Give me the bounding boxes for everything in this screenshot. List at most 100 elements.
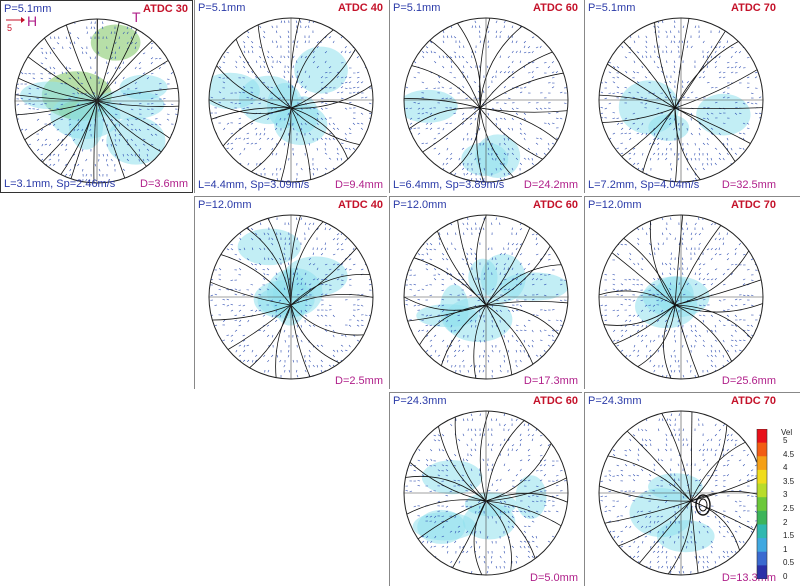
legend-tick: 3 <box>783 490 788 500</box>
velocity-vector <box>495 70 497 74</box>
velocity-vector <box>430 458 433 462</box>
velocity-vector <box>316 45 319 49</box>
velocity-vector <box>646 232 648 236</box>
velocity-vector <box>446 319 449 323</box>
velocity-vector <box>656 319 660 322</box>
velocity-vector <box>694 540 697 544</box>
velocity-vector <box>750 294 754 297</box>
velocity-vector <box>441 278 445 281</box>
velocity-vector <box>340 263 344 266</box>
velocity-vector <box>467 369 469 373</box>
velocity-vector <box>657 142 660 146</box>
velocity-vector <box>446 20 449 24</box>
velocity-vector <box>266 56 270 59</box>
velocity-vector <box>531 162 534 166</box>
velocity-vector <box>543 369 546 372</box>
velocity-vector <box>98 168 101 172</box>
velocity-vector <box>425 565 429 568</box>
velocity-vector <box>52 153 56 156</box>
velocity-vector <box>226 248 230 251</box>
velocity-vector <box>234 364 238 367</box>
velocity-vector <box>523 278 527 281</box>
velocity-vector <box>726 147 729 151</box>
velocity-vector <box>762 172 763 176</box>
velocity-vector <box>625 222 628 226</box>
velocity-vector <box>628 21 632 24</box>
velocity-vector <box>254 359 258 362</box>
velocity-vector <box>738 132 742 134</box>
velocity-vector <box>730 560 733 564</box>
velocity-vector <box>503 359 506 363</box>
velocity-vector <box>230 279 234 281</box>
flow-field-group <box>404 18 568 182</box>
velocity-vector <box>734 152 738 155</box>
velocity-vector <box>648 81 652 84</box>
velocity-vector <box>600 570 604 573</box>
velocity-vector <box>600 107 604 109</box>
velocity-vector <box>551 35 554 39</box>
velocity-vector <box>624 117 628 120</box>
velocity-vector <box>600 425 604 427</box>
velocity-vector <box>539 215 543 216</box>
velocity-vector <box>642 540 644 544</box>
streamline <box>290 26 338 109</box>
velocity-vector <box>600 525 604 528</box>
velocity-vector <box>404 555 405 558</box>
velocity-vector <box>304 369 307 373</box>
panel-p12-atdc60: P=12.0mm ATDC 60 D=17.3mm <box>389 196 582 389</box>
velocity-vector <box>242 107 246 110</box>
velocity-vector <box>470 324 473 328</box>
velocity-vector <box>710 448 712 452</box>
velocity-vector <box>648 142 652 145</box>
velocity-vector <box>648 243 652 246</box>
velocity-vector <box>690 247 693 251</box>
velocity-vector <box>686 227 689 231</box>
velocity-vector <box>746 453 749 457</box>
velocity-vector <box>438 217 441 221</box>
velocity-vector <box>519 162 522 165</box>
velocity-vector <box>413 304 417 307</box>
velocity-vector <box>469 117 473 120</box>
velocity-vector <box>340 97 344 100</box>
velocity-vector <box>20 158 24 161</box>
velocity-vector <box>503 172 506 176</box>
velocity-vector <box>511 117 514 121</box>
velocity-vector <box>511 525 514 528</box>
velocity-vector <box>247 30 250 34</box>
velocity-vector <box>368 61 372 64</box>
velocity-vector <box>762 284 763 287</box>
velocity-vector <box>300 122 303 126</box>
velocity-vector <box>714 162 717 166</box>
velocity-vector <box>555 142 559 144</box>
velocity-vector <box>417 289 421 291</box>
velocity-vector <box>259 247 262 251</box>
velocity-vector <box>324 217 327 221</box>
velocity-vector <box>223 127 226 131</box>
velocity-vector <box>364 25 367 29</box>
velocity-vector <box>223 349 226 353</box>
velocity-vector <box>404 41 405 44</box>
velocity-vector <box>267 70 270 74</box>
velocity-vector <box>702 76 706 79</box>
velocity-vector <box>134 81 137 85</box>
velocity-vector <box>15 36 16 40</box>
velocity-vector <box>543 463 546 467</box>
velocity-vector <box>722 324 726 326</box>
velocity-vector <box>258 329 262 332</box>
velocity-vector <box>234 288 238 291</box>
velocity-vector <box>673 40 676 44</box>
velocity-vector <box>555 550 559 553</box>
velocity-vector <box>360 167 363 171</box>
velocity-vector <box>710 132 714 135</box>
velocity-vector <box>673 60 676 64</box>
velocity-vector <box>511 545 514 548</box>
velocity-vector <box>551 122 555 124</box>
velocity-vector <box>507 309 511 312</box>
velocity-vector <box>637 237 640 241</box>
velocity-vector <box>511 215 514 216</box>
velocity-vector <box>454 530 457 534</box>
velocity-vector <box>718 18 721 19</box>
velocity-vector <box>710 283 714 286</box>
velocity-vector <box>527 525 531 527</box>
velocity-vector <box>722 515 726 518</box>
